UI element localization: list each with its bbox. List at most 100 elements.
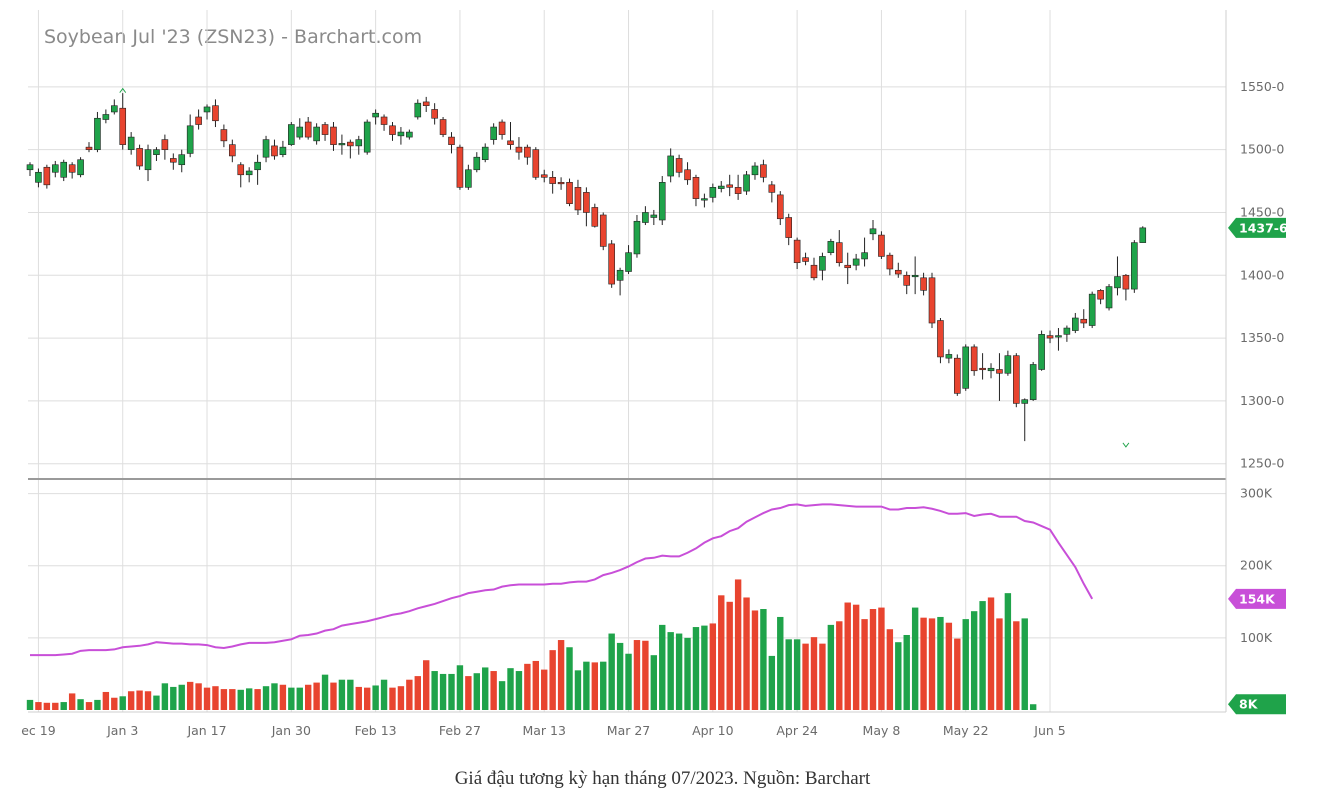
volume-bar — [35, 702, 42, 710]
volume-bar — [389, 687, 396, 710]
volume-bar — [85, 702, 93, 710]
volume-bar — [26, 699, 34, 710]
candle-down — [456, 146, 464, 188]
volume-bar — [77, 699, 84, 710]
candle-up — [658, 182, 666, 221]
candle-up — [338, 143, 346, 146]
open-interest-line — [30, 503, 1094, 657]
volume-bar — [237, 689, 244, 710]
candle-down — [448, 136, 455, 145]
candle-down — [43, 166, 51, 186]
candle-down — [422, 101, 430, 106]
volume-bar — [94, 699, 101, 710]
candle-up — [414, 102, 422, 118]
volume-bar — [541, 669, 548, 710]
candle-up — [701, 198, 708, 201]
volume-bar — [532, 660, 539, 710]
candle-up — [616, 269, 624, 281]
volume-bar — [852, 604, 860, 710]
volume-bar — [810, 637, 818, 710]
candle-up — [911, 274, 919, 278]
candle-up — [709, 187, 717, 198]
volume-bar — [937, 616, 944, 710]
volume-bar — [372, 685, 379, 710]
candle-down — [380, 116, 388, 125]
candle-down — [599, 214, 607, 247]
candle-up — [987, 367, 995, 372]
candle-up — [869, 228, 877, 235]
price-tick-label: 1400-0 — [1240, 267, 1284, 282]
volume-bar — [355, 686, 362, 710]
candle-up — [473, 156, 481, 171]
candle-down — [591, 207, 599, 227]
volume-bar — [245, 688, 253, 710]
volume-bar — [751, 610, 759, 710]
last-price-badge-shape — [1228, 217, 1286, 238]
candle-up — [1139, 227, 1147, 243]
candle-down — [212, 105, 219, 122]
volume-bar — [760, 609, 767, 710]
volume-bar — [844, 602, 851, 710]
volume-bar — [52, 702, 59, 710]
candle-up — [77, 159, 84, 176]
volume-bar — [153, 695, 160, 710]
candle-up — [717, 185, 725, 189]
volume-bar — [911, 607, 919, 710]
x-tick-label: Jan 3 — [106, 723, 138, 738]
volume-bar — [802, 643, 809, 710]
volume-bar — [785, 639, 792, 710]
candle-up — [186, 125, 194, 154]
candle-up — [35, 171, 42, 183]
volume-bar — [43, 702, 51, 710]
volume-bar — [254, 689, 261, 710]
volume-bar — [734, 579, 742, 710]
volume-bar — [279, 684, 287, 710]
candle-up — [102, 114, 110, 120]
candle-down — [330, 126, 337, 145]
candle-down — [953, 357, 961, 394]
candle-up — [363, 121, 371, 153]
x-tick-label: ec 19 — [21, 723, 55, 738]
candle-up — [313, 126, 320, 142]
volume-bar — [819, 643, 826, 710]
candle-down — [549, 176, 556, 184]
volume-bar — [296, 687, 303, 710]
candle-down — [1080, 318, 1088, 324]
volume-bar — [364, 687, 371, 710]
volume-bar — [456, 665, 464, 710]
candle-down — [684, 169, 691, 181]
candle-up — [51, 164, 59, 173]
candle-down — [903, 274, 911, 286]
volume-bar — [271, 683, 278, 710]
candle-up — [1105, 286, 1113, 309]
candle-down — [1122, 274, 1130, 290]
candle-up — [962, 346, 970, 389]
candle-up — [153, 149, 160, 155]
volume-bar — [743, 597, 750, 710]
volume-bar — [515, 671, 523, 710]
volume-bar — [726, 601, 733, 710]
candle-down — [389, 125, 396, 135]
volume-bar — [709, 623, 717, 710]
candle-down — [136, 148, 143, 167]
volume-bar — [633, 640, 641, 710]
candle-down — [170, 158, 177, 163]
chart-canvas: ec 19 Jan 3 Jan 17 Jan 30 Feb 13 Feb 27 Mar 13… — [21, 10, 1288, 738]
candle-down — [920, 277, 927, 291]
volume-bar — [406, 679, 413, 710]
candle-up — [262, 139, 270, 158]
volume-bar — [102, 691, 110, 710]
volume-bar — [212, 686, 219, 710]
high-marker — [119, 87, 127, 93]
volume-bar — [186, 681, 194, 710]
volume-bar — [903, 634, 910, 710]
volume-bar — [68, 693, 76, 710]
candle-down — [195, 116, 202, 125]
candle-up — [60, 161, 68, 178]
chart-title: Soybean Jul '23 (ZSN23) - Barchart.com — [44, 26, 423, 48]
volume-bar — [625, 653, 632, 710]
candle-up — [127, 136, 135, 150]
price-tick-label: 1550-0 — [1240, 79, 1284, 94]
candle-up — [667, 155, 674, 177]
candle-down — [937, 320, 944, 358]
